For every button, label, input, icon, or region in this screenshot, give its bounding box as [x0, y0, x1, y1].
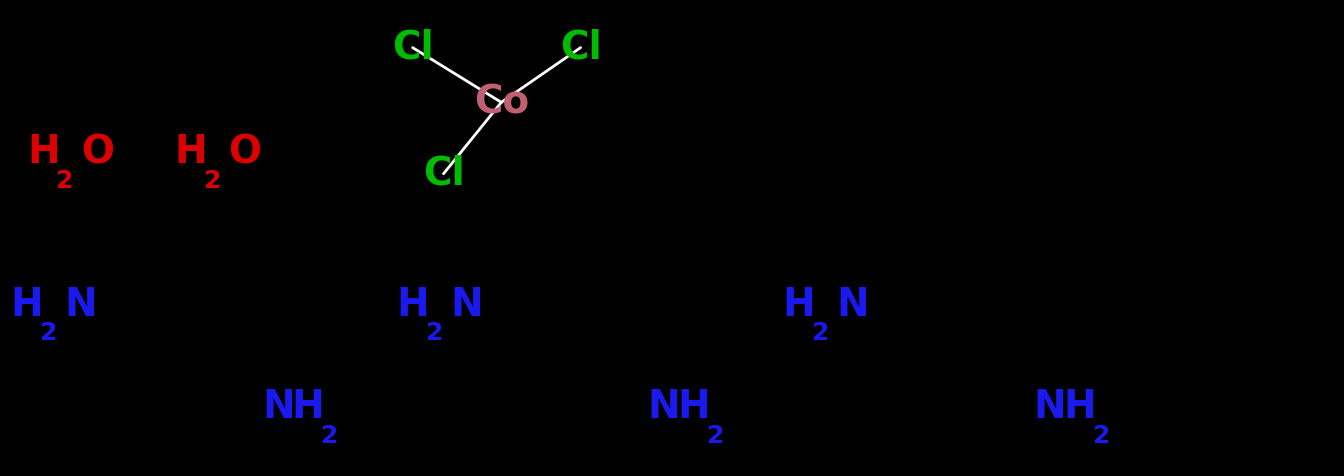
Text: N: N [648, 388, 680, 426]
Text: N: N [65, 286, 97, 324]
Text: 2: 2 [426, 321, 444, 345]
Text: 2: 2 [1093, 424, 1110, 447]
Text: 2: 2 [40, 321, 58, 345]
Text: H: H [292, 388, 324, 426]
Text: N: N [1034, 388, 1066, 426]
Text: H: H [782, 286, 814, 324]
Text: Cl: Cl [422, 155, 465, 193]
Text: 2: 2 [707, 424, 724, 447]
Text: H: H [396, 286, 429, 324]
Text: 2: 2 [321, 424, 339, 447]
Text: N: N [836, 286, 868, 324]
Text: H: H [175, 133, 207, 171]
Text: H: H [677, 388, 710, 426]
Text: O: O [228, 133, 262, 171]
Text: 2: 2 [204, 169, 222, 193]
Text: 2: 2 [812, 321, 829, 345]
Text: H: H [11, 286, 43, 324]
Text: 2: 2 [56, 169, 74, 193]
Text: O: O [81, 133, 114, 171]
Text: H: H [27, 133, 59, 171]
Text: N: N [262, 388, 294, 426]
Text: N: N [450, 286, 482, 324]
Text: Cl: Cl [559, 29, 602, 67]
Text: Cl: Cl [391, 29, 434, 67]
Text: Co: Co [473, 83, 530, 121]
Text: H: H [1063, 388, 1095, 426]
